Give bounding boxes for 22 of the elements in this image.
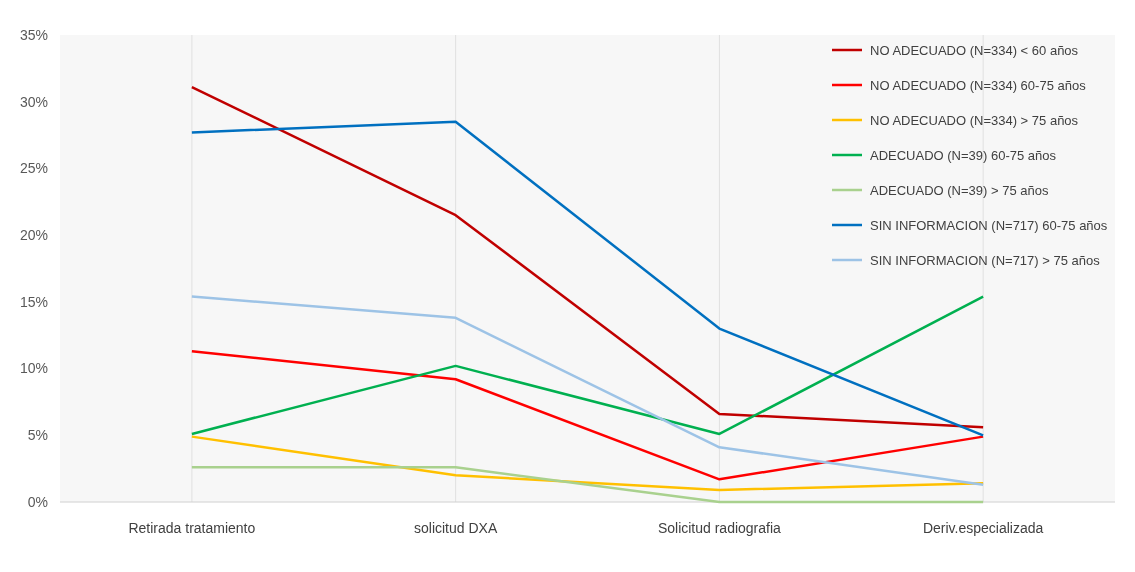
- legend-label: NO ADECUADO (N=334) < 60 años: [870, 42, 1079, 58]
- y-tick-label: 10%: [19, 360, 48, 377]
- x-tick-label: Retirada tratamiento: [128, 520, 256, 536]
- legend-label: ADECUADO (N=39) > 75 años: [870, 182, 1049, 198]
- y-tick-label: 25%: [19, 160, 48, 177]
- y-tick-label: 35%: [19, 26, 48, 43]
- y-tick-label: 15%: [19, 293, 48, 310]
- y-tick-label: 20%: [19, 227, 48, 244]
- y-tick-label: 0%: [27, 493, 48, 510]
- x-tick-label: Solicitud radiografia: [657, 520, 782, 536]
- x-tick-label: solicitud DXA: [413, 520, 498, 536]
- legend-label: SIN INFORMACION (N=717) 60-75 años: [870, 217, 1108, 233]
- legend-label: NO ADECUADO (N=334) > 75 años: [870, 112, 1079, 128]
- legend-label: NO ADECUADO (N=334) 60-75 años: [870, 77, 1087, 93]
- y-tick-label: 30%: [19, 93, 48, 110]
- line-series: [190, 295, 985, 486]
- y-tick-label: 5%: [27, 427, 48, 444]
- x-tick-label: Deriv.especializada: [922, 520, 1044, 536]
- line-series: [190, 435, 985, 492]
- legend-label: SIN INFORMACION (N=717) > 75 años: [870, 252, 1101, 268]
- legend-label: ADECUADO (N=39) 60-75 años: [870, 147, 1057, 163]
- line-series: [190, 349, 985, 481]
